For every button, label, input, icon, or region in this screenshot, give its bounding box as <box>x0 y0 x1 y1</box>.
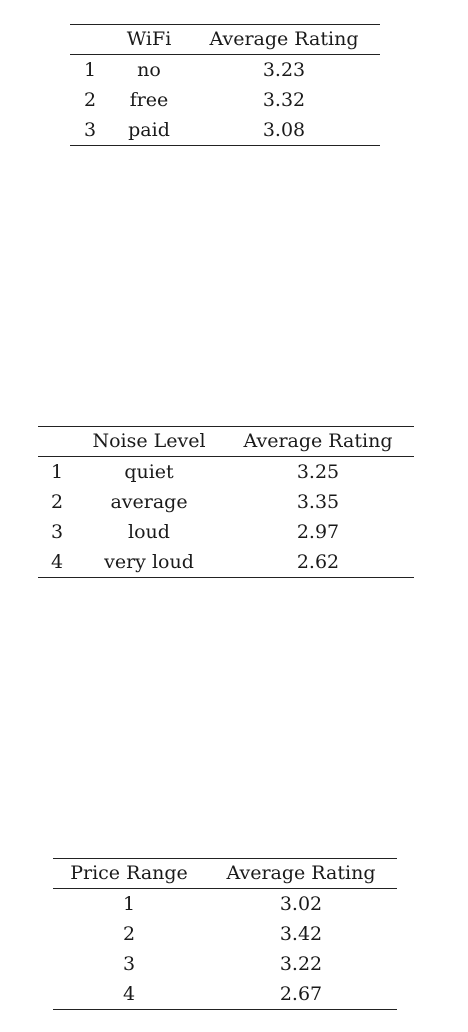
row-index-cell: 3 <box>83 119 97 141</box>
header-cell-average-rating: Average Rating <box>226 862 376 884</box>
rating-value-cell: 3.42 <box>279 923 323 945</box>
row-index-cell: 2 <box>50 491 64 513</box>
rating-value-cell: 3.32 <box>262 89 306 111</box>
rating-value-cell: 2.97 <box>296 521 340 543</box>
header-cell-price-range: Price Range <box>70 862 188 884</box>
rating-value-cell: 2.62 <box>296 551 340 573</box>
table-row: 2 free 3.32 <box>70 85 380 115</box>
header-cell-average-rating: Average Rating <box>209 28 359 50</box>
table-row: 4 2.67 <box>53 979 397 1010</box>
wifi-value-cell: no <box>137 59 161 81</box>
row-index-cell: 1 <box>50 461 64 483</box>
table-row: 1 no 3.23 <box>70 55 380 86</box>
noise-value-cell: very loud <box>104 551 194 573</box>
price-value-cell: 3 <box>122 953 136 975</box>
table-header-row: Price Range Average Rating <box>53 858 397 889</box>
rating-value-cell: 3.08 <box>262 119 306 141</box>
table-row: 3 paid 3.08 <box>70 115 380 146</box>
table-row: 4 very loud 2.62 <box>38 547 414 578</box>
noise-value-cell: loud <box>128 521 170 543</box>
table-row: 2 average 3.35 <box>38 487 414 517</box>
row-index-cell: 2 <box>83 89 97 111</box>
table-header-row: Noise Level Average Rating <box>38 426 414 457</box>
rating-value-cell: 2.67 <box>279 983 323 1005</box>
wifi-value-cell: paid <box>128 119 170 141</box>
table-row: 1 quiet 3.25 <box>38 457 414 488</box>
header-cell-noise-level: Noise Level <box>92 430 206 452</box>
header-cell-index <box>38 427 76 457</box>
table-header-row: WiFi Average Rating <box>70 24 380 55</box>
noise-value-cell: average <box>110 491 188 513</box>
header-cell-wifi: WiFi <box>126 28 172 50</box>
noise-value-cell: quiet <box>124 461 174 483</box>
table-row: 3 loud 2.97 <box>38 517 414 547</box>
rating-value-cell: 3.25 <box>296 461 340 483</box>
rating-value-cell: 3.35 <box>296 491 340 513</box>
header-cell-average-rating: Average Rating <box>243 430 393 452</box>
rating-value-cell: 3.23 <box>262 59 306 81</box>
price-value-cell: 2 <box>122 923 136 945</box>
table-row: 3 3.22 <box>53 949 397 979</box>
table-row: 1 3.02 <box>53 889 397 920</box>
row-index-cell: 4 <box>50 551 64 573</box>
noise-level-rating-table: Noise Level Average Rating 1 quiet 3.25 … <box>38 426 414 578</box>
rating-value-cell: 3.22 <box>279 953 323 975</box>
wifi-rating-table: WiFi Average Rating 1 no 3.23 2 free 3.3… <box>70 24 380 146</box>
row-index-cell: 3 <box>50 521 64 543</box>
wifi-value-cell: free <box>129 89 169 111</box>
table-row: 2 3.42 <box>53 919 397 949</box>
rating-value-cell: 3.02 <box>279 893 323 915</box>
price-value-cell: 4 <box>122 983 136 1005</box>
price-range-rating-table: Price Range Average Rating 1 3.02 2 3.42… <box>53 858 397 1010</box>
row-index-cell: 1 <box>83 59 97 81</box>
header-cell-index <box>70 25 110 55</box>
price-value-cell: 1 <box>122 893 136 915</box>
